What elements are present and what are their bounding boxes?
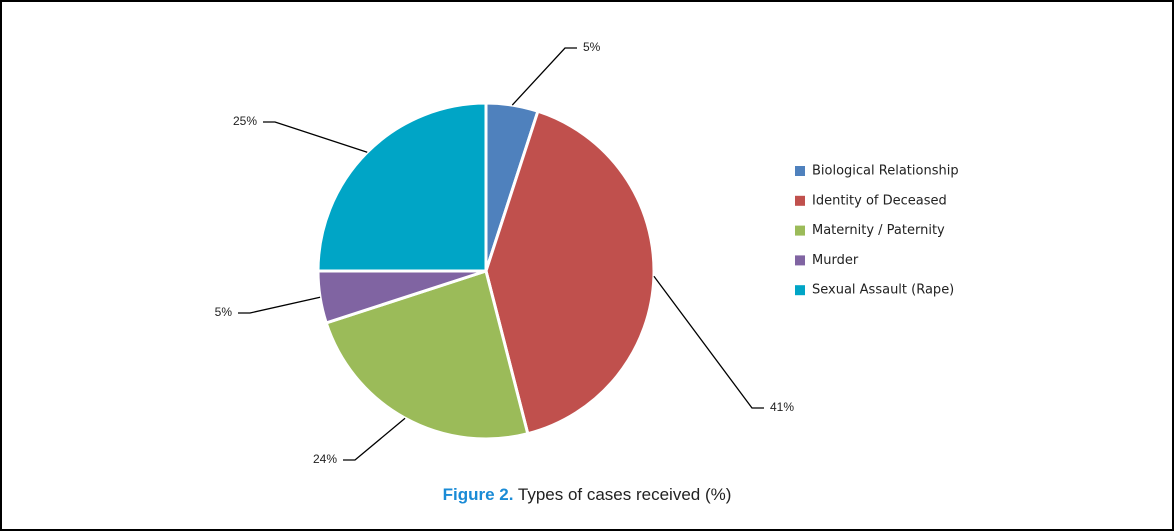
pie-slice — [324, 269, 530, 441]
legend-label: Maternity / Paternity — [812, 223, 945, 238]
caption: Figure 2. Types of cases received (%) — [443, 485, 732, 504]
leader-line — [263, 121, 368, 153]
pie-slice — [316, 101, 488, 273]
figure-label: Figure 2. — [443, 485, 514, 504]
legend-swatch — [795, 285, 805, 296]
data-label: 25% — [233, 114, 257, 128]
legend-label: Biological Relationship — [812, 164, 959, 179]
legend-label: Identity of Deceased — [812, 193, 947, 208]
legend-swatch — [795, 166, 805, 176]
legend-swatch — [795, 255, 805, 266]
leader-line — [511, 47, 577, 106]
leader-line — [653, 275, 764, 409]
data-label: 5% — [583, 40, 601, 54]
legend-label: Murder — [812, 253, 859, 268]
legend-swatch — [795, 195, 805, 206]
data-label: 24% — [313, 452, 337, 466]
leader-line — [343, 417, 406, 461]
legend-swatch — [795, 225, 805, 236]
legend-label: Sexual Assault (Rape) — [812, 283, 954, 298]
pie-slice — [484, 109, 656, 436]
data-label: 5% — [215, 305, 233, 319]
data-label: 41% — [770, 400, 794, 414]
leader-line — [238, 296, 321, 314]
chart-title: Types of cases received (%) — [518, 485, 732, 504]
